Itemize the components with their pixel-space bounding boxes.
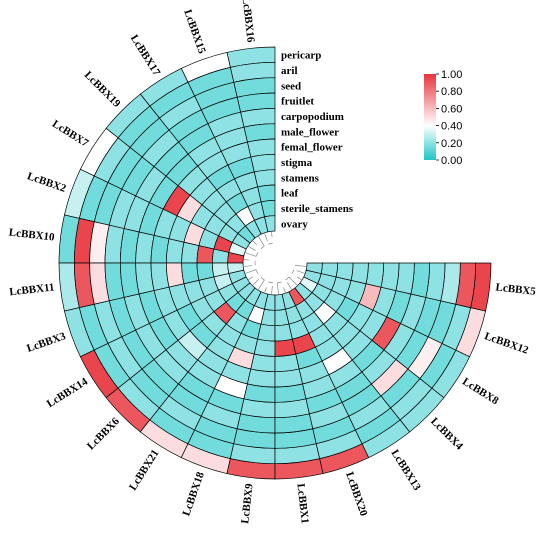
tissue-label-fruitlet: fruitlet xyxy=(281,96,314,108)
colorbar-tick-label: 0.60 xyxy=(441,103,462,115)
gene-label-LcBBX14: LcBBX14 xyxy=(45,375,91,410)
heatmap-cell-LcBBX5-stamens xyxy=(350,262,369,285)
heatmap-cells xyxy=(58,46,492,480)
heatmap-cell-LcBBX5-ovary xyxy=(305,262,323,274)
colorbar-tick-label: 0.40 xyxy=(441,121,462,133)
gene-label-LcBBX11: LcBBX11 xyxy=(9,281,55,298)
gene-label-LcBBX18: LcBBX18 xyxy=(180,470,207,518)
heatmap-cell-LcBBX11-stigma xyxy=(165,262,185,288)
gene-label-LcBBX8: LcBBX8 xyxy=(460,376,501,408)
tissue-label-carpopodium: carpopodium xyxy=(281,111,344,123)
heatmap-cell-LcBBX5-stigma xyxy=(365,262,385,288)
gene-label-LcBBX2: LcBBX2 xyxy=(26,170,69,195)
heatmap-cell-LcBBX9-leaf xyxy=(257,323,276,342)
colorbar-gradient xyxy=(424,74,436,160)
colorbar-tick-label: 0.80 xyxy=(441,86,462,98)
gene-label-LcBBX10: LcBBX10 xyxy=(8,227,55,244)
heatmap-cell-LcBBX1-stigma xyxy=(274,353,300,373)
gene-label-LcBBX13: LcBBX13 xyxy=(388,448,423,494)
heatmap-cell-LcBBX9-stamens xyxy=(253,338,276,357)
tissue-label-aril: aril xyxy=(281,65,298,77)
dendrogram xyxy=(243,231,307,295)
heatmap-cell-LcBBX5-leaf xyxy=(335,262,354,281)
tissue-label-leaf: leaf xyxy=(281,188,298,200)
colorbar-tick-label: 0.00 xyxy=(441,155,462,167)
colorbar: 0.00 0.20 0.40 0.60 0.80 1.00 xyxy=(424,69,462,167)
gene-label-LcBBX21: LcBBX21 xyxy=(127,448,162,493)
heatmap-cell-LcBBX10-leaf xyxy=(196,245,215,264)
gene-label-LcBBX17: LcBBX17 xyxy=(128,33,163,79)
gene-label-LcBBX3: LcBBX3 xyxy=(25,330,68,355)
heatmap-cell-LcBBX10-stigma xyxy=(165,238,185,264)
gene-label-LcBBX12: LcBBX12 xyxy=(483,330,531,357)
gene-label-LcBBX6: LcBBX6 xyxy=(85,415,122,452)
heatmap-cell-LcBBX16-stigma xyxy=(250,153,276,173)
heatmap-cell-LcBBX10-stamens xyxy=(181,241,200,264)
tissue-label-stamens: stamens xyxy=(281,172,320,184)
tissue-label-sterile_stamens: sterile_stamens xyxy=(281,203,354,215)
colorbar-tick-label: 0.20 xyxy=(441,138,462,150)
tissue-label-ovary: ovary xyxy=(281,218,308,230)
gene-label-LcBBX5: LcBBX5 xyxy=(495,281,537,297)
tissue-labels: pericarp aril seed fruitlet carpopodium male_… xyxy=(281,50,354,231)
tissue-label-stigma: stigma xyxy=(281,157,313,169)
gene-label-LcBBX15: LcBBX15 xyxy=(181,8,208,56)
gene-label-LcBBX19: LcBBX19 xyxy=(82,69,123,110)
gene-label-LcBBX9: LcBBX9 xyxy=(239,482,255,524)
gene-label-LcBBX4: LcBBX4 xyxy=(428,415,465,452)
tissue-label-femal_flower: femal_flower xyxy=(281,142,343,154)
heatmap-cell-LcBBX9-stigma xyxy=(250,353,276,373)
gene-label-LcBBX16: LcBBX16 xyxy=(240,0,257,44)
tissue-label-male_flower: male_flower xyxy=(281,126,339,138)
tissue-label-pericarp: pericarp xyxy=(281,50,321,62)
gene-label-LcBBX20: LcBBX20 xyxy=(343,470,370,518)
dendrogram-lines xyxy=(243,231,307,295)
tissue-label-seed: seed xyxy=(281,80,301,92)
gene-label-LcBBX1: LcBBX1 xyxy=(294,483,310,524)
gene-label-LcBBX7: LcBBX7 xyxy=(50,118,91,150)
colorbar-tick-label: 1.00 xyxy=(441,69,462,81)
